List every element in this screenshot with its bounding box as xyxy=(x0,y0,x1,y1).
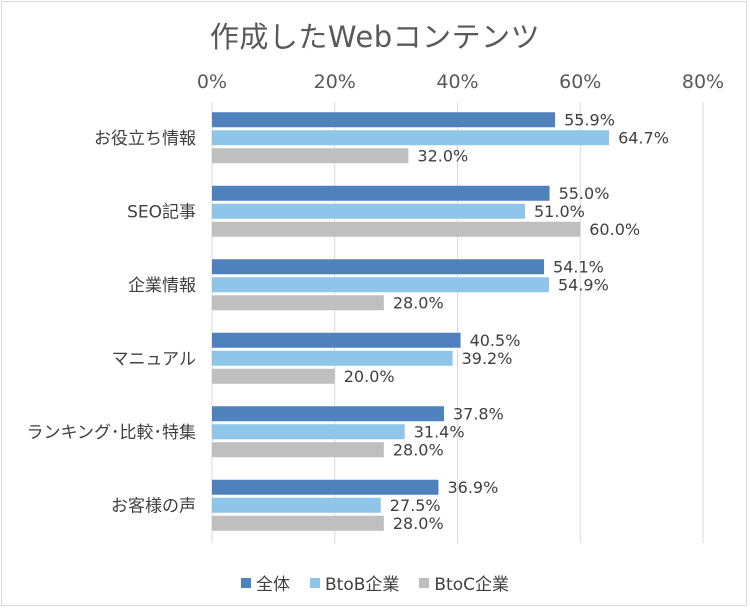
bar xyxy=(212,515,384,531)
category-label: お客様の声 xyxy=(111,496,196,516)
data-label: 55.0% xyxy=(559,184,610,203)
x-tick-label: 0% xyxy=(197,71,227,93)
bar xyxy=(212,221,581,237)
legend-item: BtoB企業 xyxy=(309,570,400,595)
data-label: 60.0% xyxy=(589,220,640,239)
x-tick-label: 60% xyxy=(559,71,601,93)
data-label: 31.4% xyxy=(414,422,465,441)
data-label: 28.0% xyxy=(393,293,444,312)
legend-swatch xyxy=(309,577,320,588)
data-label: 32.0% xyxy=(417,146,468,165)
legend-label: BtoC企業 xyxy=(434,575,509,595)
legend-swatch xyxy=(240,577,251,588)
bar xyxy=(212,368,335,384)
bar xyxy=(212,259,545,275)
bar xyxy=(212,479,439,495)
category-label: 企業情報 xyxy=(128,276,196,296)
data-label: 51.0% xyxy=(534,202,585,221)
legend-item: 全体 xyxy=(240,570,290,595)
legend-label: 全体 xyxy=(255,575,290,595)
bar xyxy=(212,406,444,422)
data-label: 37.8% xyxy=(453,404,504,423)
data-label: 40.5% xyxy=(470,331,521,350)
bar xyxy=(212,350,453,366)
bar xyxy=(212,203,526,219)
x-tick-label: 40% xyxy=(436,71,478,93)
legend-label: BtoB企業 xyxy=(324,575,400,595)
legend: 全体 BtoB企業 BtoC企業 xyxy=(0,570,750,595)
category-label: マニュアル xyxy=(112,349,197,369)
bar xyxy=(212,185,550,201)
bar xyxy=(212,295,384,311)
category-label: お役立ち情報 xyxy=(94,129,196,149)
data-label: 39.2% xyxy=(462,349,513,368)
category-label: ランキング･比較･特集 xyxy=(27,423,197,443)
data-label: 64.7% xyxy=(618,128,669,147)
chart-title: 作成したWebコンテンツ xyxy=(209,20,541,54)
category-label: SEO記事 xyxy=(127,202,196,222)
bar xyxy=(212,497,381,513)
legend-item: BtoC企業 xyxy=(419,570,509,595)
data-label: 54.1% xyxy=(553,257,604,276)
data-label: 28.0% xyxy=(393,440,444,459)
bar xyxy=(212,112,556,128)
bar xyxy=(212,130,610,146)
x-tick-label: 80% xyxy=(682,71,724,93)
data-label: 54.9% xyxy=(558,275,609,294)
data-label: 55.9% xyxy=(564,110,615,129)
data-label: 36.9% xyxy=(447,478,498,497)
data-label: 27.5% xyxy=(390,496,441,515)
legend-swatch xyxy=(419,577,430,588)
bar xyxy=(212,148,409,164)
data-label: 20.0% xyxy=(344,367,395,386)
bar xyxy=(212,442,384,458)
bar xyxy=(212,332,461,348)
x-tick-label: 20% xyxy=(314,71,356,93)
data-label: 28.0% xyxy=(393,514,444,533)
bar xyxy=(212,277,549,293)
bar xyxy=(212,424,405,440)
